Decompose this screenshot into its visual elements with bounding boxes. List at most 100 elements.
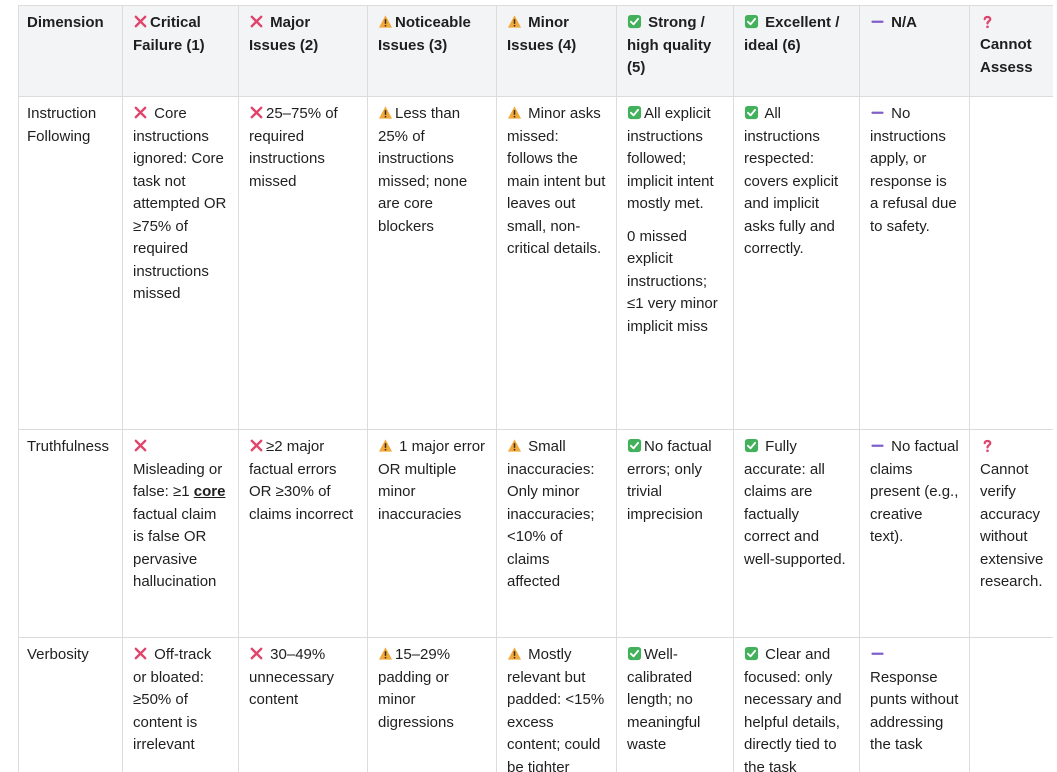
cell-text: 0 missed explicit instructions; ≤1 very … (627, 227, 718, 335)
cell-text: All instructions respected: covers expli… (744, 105, 839, 257)
header-cell: Minor Issues (4) (496, 5, 617, 97)
dimension: Verbosity (27, 646, 89, 663)
cell: All explicit instructions followed; impl… (616, 96, 734, 430)
cell: Clear and focused: only necessary and he… (733, 637, 860, 772)
cell: Core instructions ignored: Core task not… (122, 96, 239, 430)
icon (249, 105, 264, 120)
cell: 30–49% unnecessary content (238, 637, 368, 772)
icon (980, 438, 995, 453)
cell (969, 96, 1053, 430)
header-cell: Strong / high quality (5) (616, 5, 734, 97)
cell: Small inaccuracies: Only minor inaccurac… (496, 429, 617, 638)
header-text: Cannot Assess (980, 36, 1033, 76)
cell-text: Response punts without addressing the ta… (870, 668, 959, 754)
header-text: Noticeable Issues (3) (378, 14, 471, 54)
icon (378, 14, 393, 29)
dimension: Instruction Following (27, 105, 97, 145)
header-text: Minor Issues (4) (507, 14, 577, 54)
cell (969, 637, 1053, 772)
icon (249, 14, 264, 29)
cell: 15–29% padding or minor digressions (367, 637, 497, 772)
icon (133, 646, 148, 661)
cell-text: No instructions apply, or response is a … (870, 105, 957, 235)
icon (744, 646, 759, 661)
cell: Fully accurate: all claims are factually… (733, 429, 860, 638)
icon (744, 438, 759, 453)
cell: Cannot verify accuracy without extensive… (969, 429, 1053, 638)
icon (378, 646, 393, 661)
header-cell: Critical Failure (1) (122, 5, 239, 97)
icon (627, 14, 642, 29)
header-cell: N/A (859, 5, 970, 97)
icon (378, 438, 393, 453)
cell-text: Fully accurate: all claims are factually… (744, 438, 846, 568)
icon (744, 14, 759, 29)
cell: No factual errors; only trivial imprecis… (616, 429, 734, 638)
rubric-table: Dimension Critical Failure (1) Major Iss… (18, 5, 1053, 772)
header-text: Dimension (27, 14, 104, 31)
cell-emphasis: core (193, 483, 226, 500)
icon (744, 105, 759, 120)
cell: Instruction Following (18, 96, 123, 430)
cell: ≥2 major factual errors OR ≥30% of claim… (238, 429, 368, 638)
icon (627, 438, 642, 453)
cell-text: Less than 25% of instructions missed; no… (378, 105, 468, 235)
cell-text: Off-track or bloated: ≥50% of content is… (133, 646, 212, 753)
header-text: Excellent / ideal (6) (744, 14, 840, 54)
cell-text: Mostly relevant but padded: <15% excess … (507, 646, 605, 772)
cell-text: Well-calibrated length; no meaningful wa… (627, 646, 701, 753)
table-row: Instruction Following Core instructions … (18, 96, 1053, 430)
icon (870, 438, 885, 453)
icon (980, 14, 995, 29)
header-text: Critical Failure (1) (133, 14, 205, 54)
cell-text: ≥2 major factual errors OR ≥30% of claim… (249, 438, 354, 523)
cell-text: factual claim is false OR pervasive hall… (133, 505, 217, 591)
cell: Verbosity (18, 637, 123, 772)
header-cell: Noticeable Issues (3) (367, 5, 497, 97)
cell: Off-track or bloated: ≥50% of content is… (122, 637, 239, 772)
icon (378, 105, 393, 120)
cell-text: 1 major error OR multiple minor inaccura… (378, 438, 486, 523)
cell: 25–75% of required instructions missed (238, 96, 368, 430)
cell-text: 25–75% of required instructions missed (249, 105, 338, 190)
cell: All instructions respected: covers expli… (733, 96, 860, 430)
icon (870, 14, 885, 29)
icon (627, 105, 642, 120)
cell: Truthfulness (18, 429, 123, 638)
cell-text: Minor asks missed: follows the main inte… (507, 105, 606, 257)
icon (249, 646, 264, 661)
cell-text: No factual claims present (e.g., creativ… (870, 438, 959, 545)
icon (507, 646, 522, 661)
cell: No factual claims present (e.g., creativ… (859, 429, 970, 638)
icon (133, 438, 148, 453)
table-row: Truthfulness Misleading or false: ≥1 cor… (18, 429, 1053, 638)
icon (133, 105, 148, 120)
cell-text: Cannot verify accuracy without extensive… (980, 460, 1044, 591)
cell: 1 major error OR multiple minor inaccura… (367, 429, 497, 638)
table-row: Verbosity Off-track or bloated: ≥50% of … (18, 637, 1053, 772)
header-cell: Cannot Assess (969, 5, 1053, 97)
header-cell: Excellent / ideal (6) (733, 5, 860, 97)
icon (249, 438, 264, 453)
dimension: Truthfulness (27, 438, 109, 455)
icon (507, 105, 522, 120)
cell: Minor asks missed: follows the main inte… (496, 96, 617, 430)
cell-text: Small inaccuracies: Only minor inaccurac… (507, 438, 595, 590)
table-wrap: Dimension Critical Failure (1) Major Iss… (18, 5, 1053, 772)
header-text: Major Issues (2) (249, 14, 319, 54)
cell-text: Core instructions ignored: Core task not… (133, 105, 227, 302)
cell-text: Clear and focused: only necessary and he… (744, 646, 842, 772)
header-text: Strong / high quality (5) (627, 14, 712, 76)
cell-text: All explicit instructions followed; impl… (627, 105, 714, 212)
header-cell: Major Issues (2) (238, 5, 368, 97)
cell-text: No factual errors; only trivial imprecis… (627, 438, 712, 523)
cell: No instructions apply, or response is a … (859, 96, 970, 430)
header-cell: Dimension (18, 5, 123, 97)
icon (507, 14, 522, 29)
cell: Mostly relevant but padded: <15% excess … (496, 637, 617, 772)
header-row: Dimension Critical Failure (1) Major Iss… (18, 5, 1053, 97)
cell-text: 15–29% padding or minor digressions (378, 646, 454, 731)
header-text: N/A (891, 14, 918, 31)
icon (507, 438, 522, 453)
